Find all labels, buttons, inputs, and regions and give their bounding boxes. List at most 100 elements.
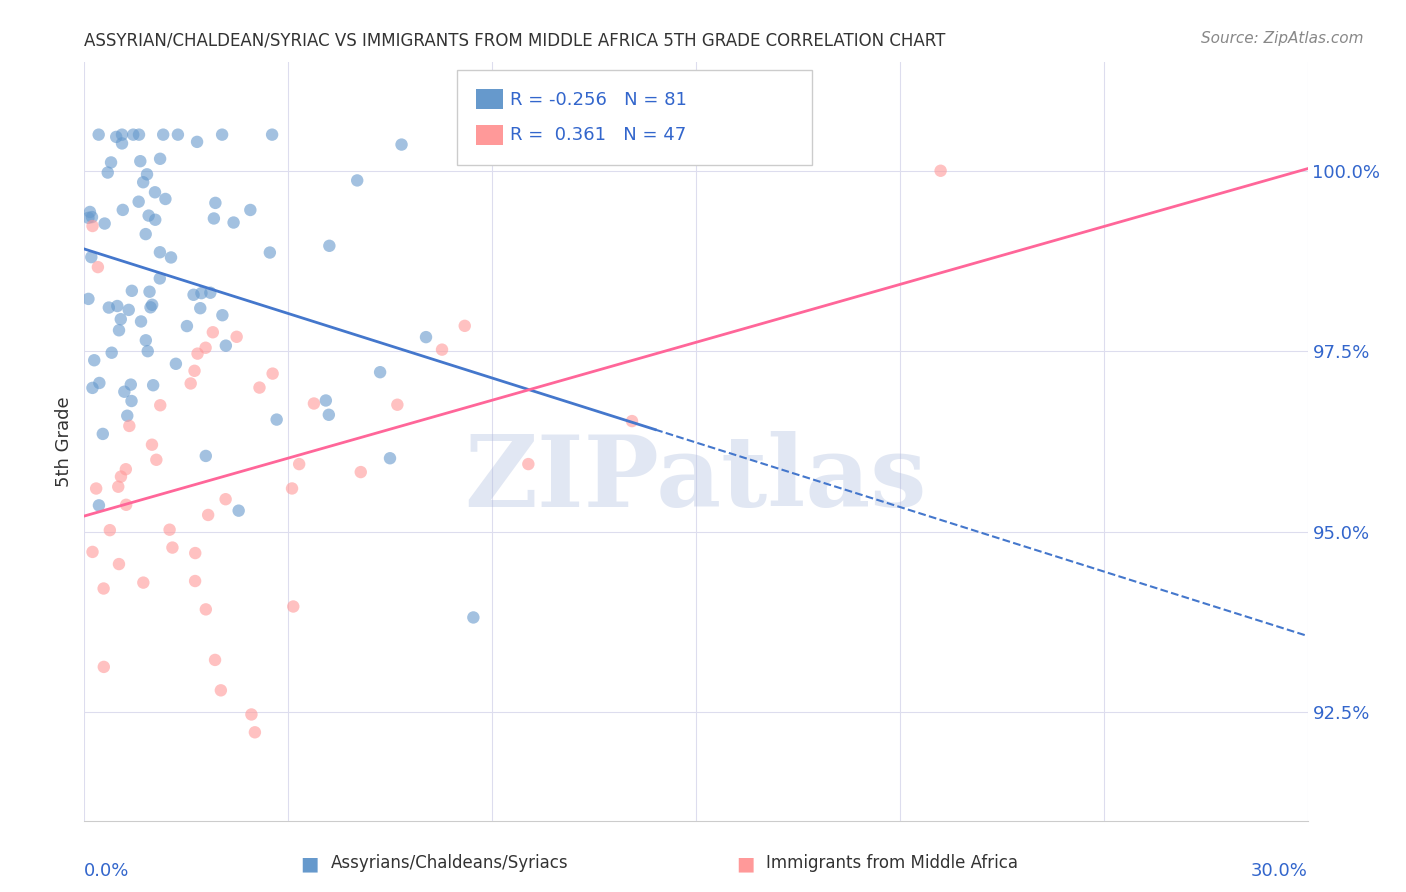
Point bbox=[135, 333, 157, 347]
Text: ■: ■ bbox=[735, 854, 755, 873]
Text: ASSYRIAN/CHALDEAN/SYRIAC VS IMMIGRANTS FROM MIDDLE AFRICA 5TH GRADE CORRELATION : ASSYRIAN/CHALDEAN/SYRIAC VS IMMIGRANTS F… bbox=[84, 32, 946, 50]
Point bbox=[155, 192, 177, 206]
Point bbox=[266, 412, 288, 426]
Point bbox=[87, 128, 110, 142]
Point bbox=[138, 209, 160, 223]
Point bbox=[929, 163, 952, 178]
Point bbox=[209, 683, 232, 698]
Point bbox=[315, 393, 337, 408]
Point bbox=[302, 396, 325, 410]
Point bbox=[391, 137, 413, 152]
Point bbox=[262, 128, 284, 142]
Point bbox=[82, 219, 104, 233]
Point bbox=[463, 610, 485, 624]
Point bbox=[430, 343, 453, 357]
Point bbox=[186, 346, 208, 360]
Point bbox=[111, 136, 134, 151]
Point bbox=[141, 298, 163, 312]
Point bbox=[115, 498, 138, 512]
Point bbox=[160, 251, 183, 265]
Point bbox=[183, 364, 205, 378]
Point bbox=[239, 202, 262, 217]
Point bbox=[77, 292, 100, 306]
Point bbox=[145, 452, 167, 467]
Point bbox=[194, 449, 217, 463]
Point bbox=[118, 302, 141, 317]
Point bbox=[149, 245, 172, 260]
FancyBboxPatch shape bbox=[475, 125, 503, 145]
Point bbox=[138, 285, 160, 299]
Point bbox=[128, 194, 150, 209]
Point bbox=[129, 314, 152, 328]
FancyBboxPatch shape bbox=[475, 89, 503, 110]
Point bbox=[186, 135, 208, 149]
Point bbox=[139, 301, 162, 315]
Point bbox=[111, 128, 134, 142]
Point bbox=[98, 523, 121, 537]
Point bbox=[110, 312, 132, 326]
Point bbox=[368, 365, 391, 379]
Point bbox=[149, 271, 172, 285]
Point bbox=[80, 250, 103, 264]
Point bbox=[105, 299, 128, 313]
Point bbox=[378, 451, 401, 466]
Point bbox=[115, 462, 138, 476]
Point bbox=[288, 457, 311, 471]
Point bbox=[122, 128, 145, 142]
Point bbox=[108, 557, 131, 571]
Point bbox=[97, 301, 120, 315]
Point bbox=[350, 465, 373, 479]
Point bbox=[201, 325, 224, 339]
Point bbox=[204, 195, 226, 210]
Point bbox=[204, 653, 226, 667]
Point bbox=[97, 165, 120, 179]
Point bbox=[112, 384, 135, 399]
Point bbox=[82, 545, 104, 559]
Point bbox=[283, 599, 305, 614]
Point bbox=[243, 725, 266, 739]
Point bbox=[135, 227, 157, 241]
Point bbox=[215, 338, 238, 352]
Point bbox=[222, 215, 245, 229]
Point bbox=[93, 660, 115, 674]
Point bbox=[100, 155, 122, 169]
Point bbox=[105, 129, 128, 144]
Point bbox=[136, 344, 159, 359]
Point bbox=[136, 167, 159, 181]
Text: Immigrants from Middle Africa: Immigrants from Middle Africa bbox=[766, 855, 1018, 872]
Text: Source: ZipAtlas.com: Source: ZipAtlas.com bbox=[1201, 31, 1364, 46]
Point bbox=[165, 357, 187, 371]
Point bbox=[281, 482, 304, 496]
Text: 30.0%: 30.0% bbox=[1251, 863, 1308, 880]
Point bbox=[517, 457, 540, 471]
Point bbox=[162, 541, 184, 555]
Point bbox=[108, 323, 131, 337]
Point bbox=[200, 285, 222, 300]
Point bbox=[167, 128, 190, 142]
Point bbox=[211, 308, 233, 322]
Point bbox=[194, 341, 217, 355]
Point bbox=[143, 186, 166, 200]
Point bbox=[110, 469, 132, 483]
Point bbox=[225, 330, 247, 344]
Point bbox=[202, 211, 225, 226]
Point bbox=[82, 381, 104, 395]
Point bbox=[121, 284, 143, 298]
Text: Assyrians/Chaldeans/Syriacs: Assyrians/Chaldeans/Syriacs bbox=[330, 855, 568, 872]
Y-axis label: 5th Grade: 5th Grade bbox=[55, 396, 73, 487]
Point bbox=[214, 492, 236, 507]
Point bbox=[454, 318, 477, 333]
Point bbox=[89, 376, 111, 390]
Point bbox=[149, 152, 172, 166]
Point bbox=[387, 398, 409, 412]
Point bbox=[180, 376, 202, 391]
Point bbox=[132, 175, 155, 189]
Text: ■: ■ bbox=[299, 854, 319, 873]
Point bbox=[149, 398, 172, 412]
Point bbox=[128, 128, 150, 142]
Point bbox=[132, 575, 155, 590]
Point bbox=[188, 301, 211, 316]
Point bbox=[118, 419, 141, 434]
Point bbox=[249, 381, 271, 395]
Point bbox=[83, 353, 105, 368]
